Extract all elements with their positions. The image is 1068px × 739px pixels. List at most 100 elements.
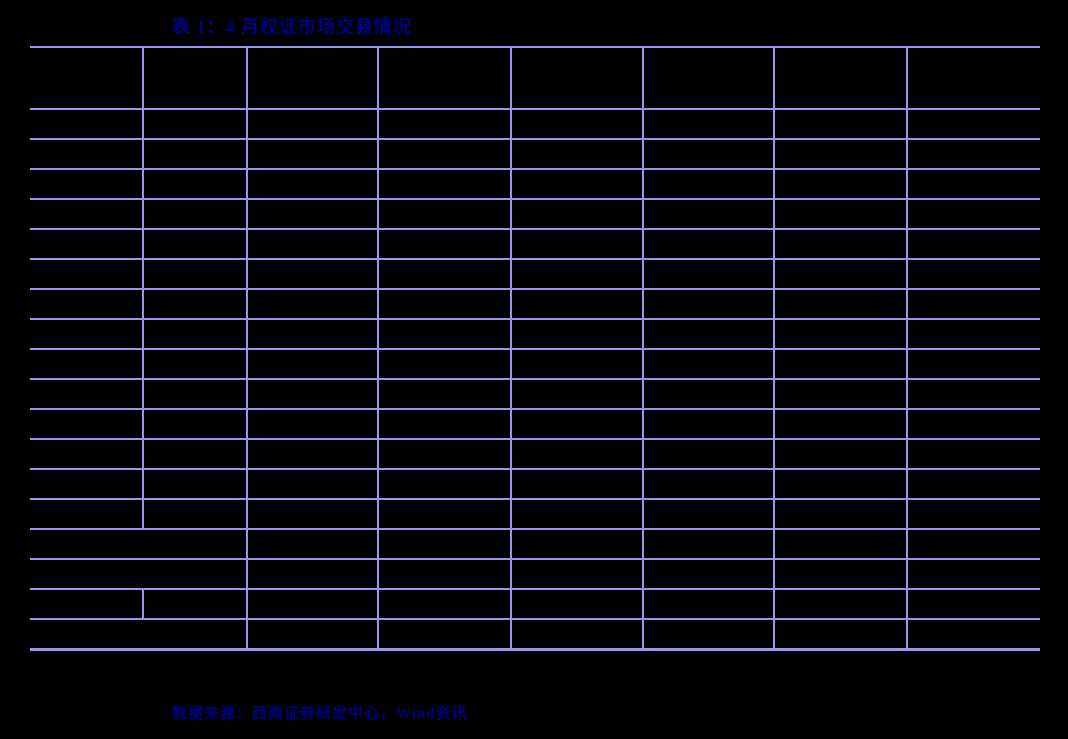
table-cell [377,618,512,651]
table-cell [773,258,908,290]
table-cell [510,108,644,140]
table-cell [773,198,908,230]
table-row [30,378,1040,410]
table-row [30,288,1040,320]
table-cell [773,528,908,560]
table-cell [773,498,908,530]
table-cell [142,46,248,110]
table-cell [510,168,644,200]
table-cell [30,468,144,500]
table-cell [30,408,144,440]
table-cell [30,528,248,560]
table-cell [377,318,512,350]
table-cell [142,318,248,350]
table-cell [30,438,144,470]
table-cell [642,138,775,170]
table-cell [246,46,379,110]
table-cell [510,468,644,500]
table-cell [377,258,512,290]
table-cell [246,168,379,200]
table-cell [642,288,775,320]
table-cell [906,288,1040,320]
table-cell [142,498,248,530]
table-cell [30,228,144,260]
table-cell [142,588,248,620]
table-row [30,498,1040,530]
table-cell [642,46,775,110]
table-cell [30,348,144,380]
table-cell [510,438,644,470]
table-cell [906,46,1040,110]
table-cell [642,588,775,620]
table-cell [246,198,379,230]
table-cell [510,228,644,260]
table-cell [642,408,775,440]
table-cell [246,618,379,651]
table-cell [642,618,775,651]
table-row [30,46,1040,110]
table-cell [246,108,379,140]
table-cell [642,108,775,140]
table-cell [246,228,379,260]
table-cell [377,288,512,320]
table-cell [30,618,248,651]
table-cell [510,288,644,320]
table-cell [246,498,379,530]
table-cell [773,348,908,380]
table-cell [30,108,144,140]
table-cell [642,348,775,380]
table-cell [142,108,248,140]
table-cell [142,408,248,440]
table-cell [906,168,1040,200]
table-row [30,318,1040,350]
table-cell [642,528,775,560]
table-row [30,438,1040,470]
table-cell [142,348,248,380]
table-cell [510,408,644,440]
table-cell [906,588,1040,620]
table-cell [773,138,908,170]
table-cell [773,46,908,110]
table-cell [906,348,1040,380]
table-cell [246,348,379,380]
table-cell [30,558,248,590]
table-cell [906,378,1040,410]
table-cell [142,438,248,470]
table-cell [510,588,644,620]
table-row [30,588,1040,620]
table-cell [773,228,908,260]
table-cell [246,558,379,590]
table-cell [642,498,775,530]
table-cell [510,498,644,530]
table-cell [377,438,512,470]
table-cell [246,438,379,470]
table-cell [510,528,644,560]
table-cell [773,168,908,200]
table-row [30,108,1040,140]
table-cell [510,348,644,380]
table-cell [906,558,1040,590]
table-cell [642,228,775,260]
table-cell [773,618,908,651]
table-row [30,138,1040,170]
table-cell [510,318,644,350]
table-cell [510,198,644,230]
table-cell [906,138,1040,170]
table-cell [906,498,1040,530]
table-cell [30,588,144,620]
table-cell [906,408,1040,440]
warrant-market-table [30,46,1040,651]
table-cell [30,288,144,320]
table-cell [377,108,512,140]
table-cell [773,288,908,320]
table-cell [142,258,248,290]
table-row [30,228,1040,260]
table-cell [642,258,775,290]
table-cell [142,228,248,260]
table-cell [30,168,144,200]
table-cell [30,378,144,410]
table-cell [906,228,1040,260]
table-row [30,528,1040,560]
table-cell [906,438,1040,470]
table-cell [142,378,248,410]
